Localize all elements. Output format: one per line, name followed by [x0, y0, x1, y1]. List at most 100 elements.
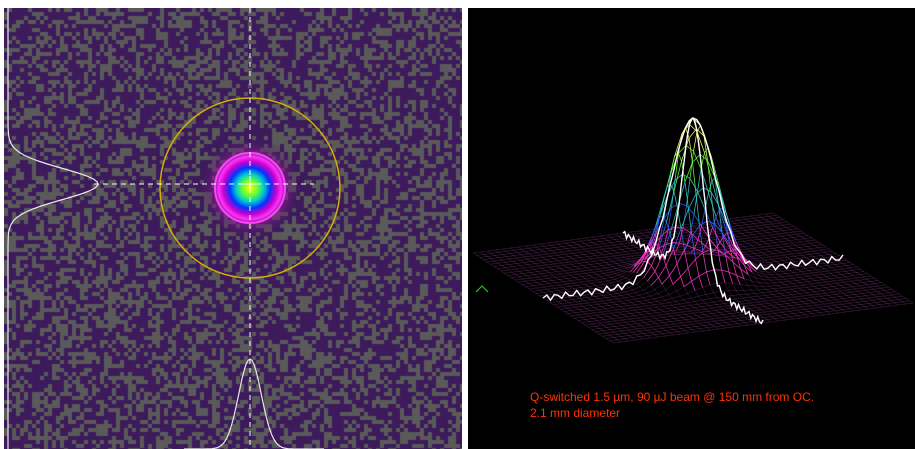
mesh-line	[634, 310, 639, 313]
mesh-line	[710, 323, 719, 325]
mesh-line	[649, 302, 654, 306]
mesh-line	[802, 249, 807, 253]
mesh-line	[779, 221, 788, 224]
mesh-line	[780, 247, 785, 250]
mesh-line	[810, 283, 815, 287]
mesh-line	[835, 257, 844, 260]
mesh-line	[655, 317, 664, 319]
mesh-line	[587, 250, 596, 252]
mesh-line	[552, 273, 561, 276]
mesh-line	[607, 239, 616, 241]
mesh-line	[818, 282, 823, 286]
mesh-line	[755, 271, 760, 276]
mesh-line	[561, 257, 566, 260]
mesh-line	[843, 287, 848, 291]
mesh-line	[697, 191, 706, 210]
mesh-line	[770, 316, 775, 319]
mesh-line	[722, 314, 727, 318]
mesh-line	[773, 288, 778, 292]
mesh-line	[703, 324, 712, 326]
beam-overlay	[7, 8, 341, 449]
mesh-line	[799, 287, 808, 289]
mesh-line	[588, 286, 593, 289]
mesh-line	[789, 311, 794, 314]
mesh-line	[712, 301, 717, 305]
mesh-line	[756, 225, 761, 229]
mesh-line	[627, 259, 632, 262]
mesh-line	[599, 322, 604, 326]
mesh-line	[715, 228, 720, 232]
mesh-line	[708, 237, 717, 248]
mesh-line	[562, 280, 571, 282]
mesh-line	[691, 225, 700, 237]
mesh-line	[800, 236, 805, 239]
mesh-line	[595, 331, 600, 335]
mesh-line	[582, 264, 591, 266]
mesh-line	[886, 302, 895, 304]
mesh-line	[819, 270, 828, 273]
mesh-line	[792, 237, 797, 240]
mesh-line	[686, 232, 691, 246]
mesh-line	[742, 303, 747, 307]
mesh-line	[596, 278, 605, 281]
mesh-line	[781, 316, 790, 318]
mesh-line	[557, 259, 566, 261]
mesh-line	[718, 204, 727, 224]
mesh-line	[513, 254, 522, 256]
mesh-line	[606, 292, 611, 295]
mesh-line	[667, 207, 672, 231]
mesh-line	[586, 266, 595, 268]
mesh-line	[778, 315, 783, 318]
mesh-line	[628, 253, 633, 257]
mesh-line	[581, 240, 590, 242]
mesh-line	[785, 273, 790, 277]
mesh-line	[563, 275, 572, 277]
mesh-line	[755, 242, 760, 245]
mesh-line	[845, 264, 854, 266]
mesh-line	[621, 329, 630, 332]
mesh-line	[605, 303, 610, 306]
mesh-line	[614, 326, 619, 329]
mesh-line	[704, 152, 713, 182]
mesh-line	[690, 214, 695, 233]
mesh-line	[688, 128, 697, 139]
mesh-line	[849, 267, 854, 271]
mesh-line	[705, 292, 714, 295]
mesh-line	[736, 322, 745, 324]
mesh-line	[820, 300, 829, 302]
mesh-line	[609, 253, 614, 257]
mesh-line	[616, 262, 625, 264]
mesh-line	[631, 260, 636, 263]
mesh-line	[656, 307, 661, 310]
mesh-line	[781, 281, 790, 283]
mesh-line	[707, 321, 716, 323]
mesh-line	[797, 303, 806, 305]
mesh-line	[902, 296, 907, 299]
mesh-line	[652, 315, 657, 319]
mesh-line	[844, 276, 849, 280]
mesh-line	[673, 161, 682, 192]
mesh-line	[615, 315, 620, 318]
mesh-line	[611, 236, 620, 238]
mesh-line	[525, 281, 530, 284]
mesh-line	[876, 295, 885, 298]
mesh-line	[689, 310, 694, 314]
mesh-line	[775, 307, 780, 311]
mesh-line	[718, 185, 727, 215]
mesh-line	[598, 252, 603, 255]
mesh-line	[685, 318, 694, 320]
mesh-line	[817, 252, 826, 254]
mesh-line	[714, 326, 719, 330]
mesh-line	[508, 263, 517, 265]
mesh-line	[773, 248, 778, 251]
mesh-line	[685, 313, 694, 315]
mesh-line	[744, 234, 753, 236]
mesh-line	[882, 305, 891, 308]
mesh-line	[582, 306, 587, 309]
mesh-line	[632, 249, 641, 251]
mesh-line	[594, 296, 599, 299]
mesh-line	[735, 297, 744, 300]
mesh-line	[573, 282, 578, 286]
mesh-line	[564, 299, 573, 301]
mesh-line	[609, 340, 614, 344]
